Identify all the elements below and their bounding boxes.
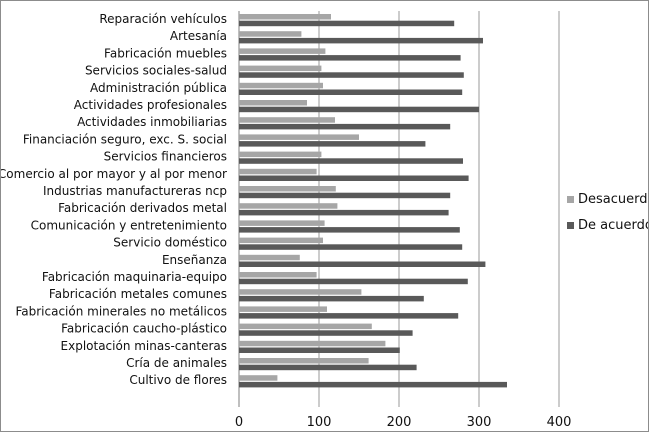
bar-de-acuerdo (239, 175, 469, 181)
bar-de-acuerdo (239, 364, 417, 371)
category-label: Servicios sociales-salud (85, 64, 227, 78)
category-labels: Reparación vehículos Artesanía Fabricación… (0, 12, 227, 387)
category-label: Comercio al por mayor y al por menor (1, 167, 227, 181)
x-tick-label: 200 (387, 415, 412, 430)
category-label: Financiación seguro, exc. S. social (23, 132, 227, 146)
bar-de-acuerdo (239, 381, 507, 388)
category-label: Actividades profesionales (74, 98, 227, 112)
bar-de-acuerdo (239, 141, 426, 147)
bar-desacuerdo (239, 117, 335, 123)
x-tick-label: 300 (467, 415, 492, 430)
category-label: Industrias manufactureras ncp (43, 184, 227, 198)
category-label: Fabricación derivados metal (58, 201, 227, 215)
category-label: Fabricación minerales no metálicos (15, 304, 227, 318)
x-tick-label: 400 (547, 415, 572, 430)
bar-desacuerdo (239, 48, 326, 54)
legend-swatch-de-acuerdo (567, 222, 574, 229)
bar-desacuerdo (239, 31, 302, 37)
x-tick-label: 100 (307, 415, 332, 430)
bar-desacuerdo (239, 65, 322, 72)
bar-de-acuerdo (239, 278, 468, 285)
bar-de-acuerdo (239, 347, 400, 353)
category-label: Fabricación metales comunes (49, 287, 227, 301)
bar-de-acuerdo (239, 106, 479, 113)
bar-de-acuerdo (239, 261, 486, 267)
legend-swatch-desacuerdo (567, 196, 574, 203)
bar-desacuerdo (239, 323, 372, 330)
category-label: Comunicación y entretenimiento (31, 218, 227, 232)
bar-desacuerdo (239, 358, 369, 364)
bar-desacuerdo (239, 134, 359, 140)
bar-desacuerdo (239, 237, 323, 244)
bars (239, 14, 507, 388)
category-label: Actividades inmobiliarias (77, 115, 227, 129)
bar-desacuerdo (239, 289, 362, 295)
bar-desacuerdo (239, 151, 322, 158)
category-label: Enseñanza (162, 253, 227, 267)
bar-de-acuerdo (239, 20, 455, 27)
bar-desacuerdo (239, 186, 336, 192)
bar-desacuerdo (239, 203, 338, 209)
legend-label-de-acuerdo: De acuerdo (578, 218, 648, 233)
legend: Desacuerdo De acuerdo (567, 192, 649, 233)
legend-label-desacuerdo: Desacuerdo (578, 192, 648, 207)
category-label: Fabricación caucho-plástico (61, 322, 227, 336)
category-label: Cultivo de flores (129, 373, 227, 387)
bar-desacuerdo (239, 254, 300, 261)
bar-de-acuerdo (239, 295, 424, 302)
bar-de-acuerdo (239, 244, 463, 250)
bar-de-acuerdo (239, 158, 463, 164)
bar-desacuerdo (239, 220, 325, 226)
bar-de-acuerdo (239, 37, 483, 44)
bar-desacuerdo (239, 168, 317, 175)
category-label: Artesanía (170, 29, 227, 43)
x-axis-tick-labels: 0 100 200 300 400 (235, 415, 572, 430)
category-label: Servicio doméstico (113, 236, 227, 250)
category-label: Cría de animales (126, 356, 227, 370)
category-label: Servicios financieros (104, 150, 227, 164)
bar-de-acuerdo (239, 123, 451, 130)
bar-de-acuerdo (239, 227, 460, 233)
bar-de-acuerdo (239, 72, 464, 78)
bar-de-acuerdo (239, 313, 459, 319)
category-label: Fabricación maquinaria-equipo (42, 270, 227, 284)
bar-desacuerdo (239, 14, 331, 20)
category-label: Fabricación muebles (104, 46, 227, 60)
x-tick-label: 0 (235, 415, 243, 430)
bar-desacuerdo (239, 82, 323, 89)
bar-de-acuerdo (239, 192, 451, 199)
bar-desacuerdo (239, 100, 307, 106)
bar-desacuerdo (239, 272, 317, 278)
category-label: Reparación vehículos (99, 12, 227, 26)
category-label: Explotación minas-canteras (61, 339, 227, 353)
bar-desacuerdo (239, 375, 278, 381)
bar-de-acuerdo (239, 209, 449, 216)
bar-de-acuerdo (239, 330, 413, 336)
bar-de-acuerdo (239, 89, 463, 95)
bar-desacuerdo (239, 340, 386, 347)
bar-de-acuerdo (239, 55, 461, 61)
category-label: Administración pública (90, 81, 227, 95)
bar-desacuerdo (239, 306, 327, 312)
